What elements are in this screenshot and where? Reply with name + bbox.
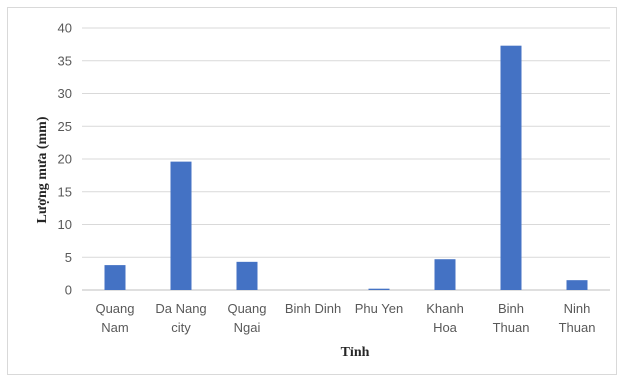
- bar: [368, 288, 390, 290]
- bar: [500, 45, 522, 291]
- y-tick-label: 5: [65, 250, 72, 265]
- bar: [104, 265, 126, 290]
- y-tick-label: 0: [65, 283, 72, 298]
- x-axis-title: Tỉnh: [341, 345, 370, 360]
- gridlines: [82, 27, 610, 291]
- x-tick-label: Binh Thuan: [493, 301, 530, 335]
- x-tick-label: Ninh Thuan: [559, 301, 596, 335]
- y-tick-labels: 0 5 10 15 20 25 30 35 40: [58, 21, 72, 298]
- y-axis-title: Lượng mưa (mm): [35, 116, 50, 223]
- x-tick-label: Binh Dinh: [285, 301, 341, 316]
- bar: [170, 161, 192, 290]
- y-tick-label: 10: [58, 217, 72, 232]
- x-tick-label: Quang Ngai: [227, 301, 266, 335]
- y-tick-label: 15: [58, 184, 72, 199]
- x-tick-label: Da Nang city: [155, 301, 206, 335]
- bar: [434, 259, 456, 290]
- y-tick-label: 20: [58, 152, 72, 167]
- bar: [236, 261, 258, 290]
- x-tick-labels: Quang Nam Da Nang city Quang Ngai Binh Dinh Phu…: [95, 301, 595, 335]
- y-tick-label: 25: [58, 119, 72, 134]
- y-tick-label: 30: [58, 86, 72, 101]
- bar: [566, 280, 588, 290]
- x-tick-label: Phu Yen: [355, 301, 403, 316]
- bars: [104, 45, 588, 291]
- y-tick-label: 35: [58, 53, 72, 68]
- x-tick-label: Quang Nam: [95, 301, 134, 335]
- x-tick-label: Khanh Hoa: [426, 301, 464, 335]
- y-tick-label: 40: [58, 21, 72, 36]
